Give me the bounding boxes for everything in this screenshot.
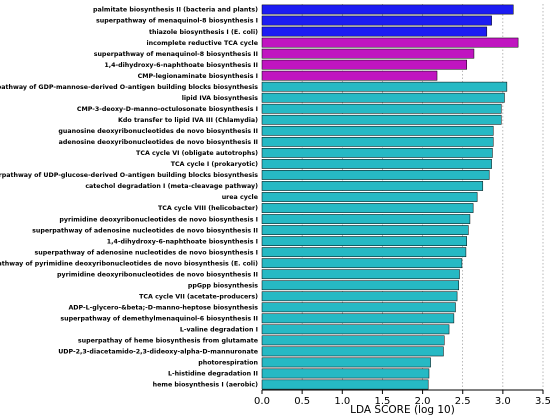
bar-category-label: adenosine deoxyribonucleotides de novo b…: [59, 139, 258, 146]
bar: [261, 103, 502, 114]
x-tick-label: 1.0: [334, 396, 350, 407]
x-tick-layer: 0.0 0.5 1.0 1.5 2.0 2.5 3.0 3.5: [254, 390, 550, 407]
bar: [261, 291, 458, 302]
bar: [261, 48, 475, 59]
bar-category-label: TCA cycle VI (obligate autotrophs): [136, 150, 258, 157]
bar: [261, 269, 460, 280]
bar: [261, 125, 494, 136]
bar: [261, 170, 490, 180]
bar-category-label: L-valine degradation I: [180, 327, 258, 334]
bar-category-label: photorespiration: [198, 360, 258, 367]
bar-category-label: urea cycle: [222, 194, 258, 201]
bar-category-label: superpathway of adenosine nucleotides de…: [34, 249, 258, 256]
bar: [261, 203, 474, 213]
bar-category-label: CMP-legionaminate biosynthesis I: [138, 73, 258, 80]
bar: [261, 148, 493, 158]
bar-category-label: UDP-2,3-diacetamido-2,3-dideoxy-alpha-D-…: [58, 349, 258, 356]
bar: [261, 159, 492, 169]
bar-category-label: pyrimidine deoxyribonucleotides de novo …: [59, 216, 258, 223]
bar-category-label: TCA cycle I (prokaryotic): [171, 161, 258, 168]
bar-category-label: heme biosynthesis I (aerobic): [153, 382, 258, 389]
bar-category-label: superpathway of UDP-glucose-derived O-an…: [0, 172, 258, 179]
bar-category-label: guanosine deoxyribonucleotides de novo b…: [58, 128, 258, 135]
bar-category-label: L-histidine degradation II: [168, 371, 258, 378]
bar-category-label: superpathway of demethylmenaquinol-6 bio…: [60, 316, 258, 323]
bar: [261, 26, 488, 37]
bar: [261, 4, 514, 15]
bar-category-label: Kdo transfer to lipid IVA III (Chlamydia…: [118, 117, 258, 124]
bar-category-label: thiazole biosynthesis I (E. coli): [149, 29, 258, 36]
x-tick-label: 0.5: [294, 396, 310, 407]
bar: [261, 236, 467, 246]
bar-category-label: palmitate biosynthesis II (bacteria and …: [93, 7, 258, 14]
bar: [261, 324, 450, 335]
bar-category-label: lipid IVA biosynthesis: [182, 95, 259, 102]
bar: [261, 214, 471, 224]
bar-category-label: TCA cycle VII (acetate-producers): [139, 293, 258, 300]
bar: [261, 92, 505, 103]
x-tick-label: 1.5: [374, 396, 390, 407]
x-tick-label: 3.0: [495, 396, 511, 407]
bar: [261, 136, 494, 147]
bar-category-label: superpathway of menaquinol-8 biosynthesi…: [94, 51, 258, 58]
bar: [261, 181, 484, 191]
bar-category-label: catechol degradation I (meta-cleavage pa…: [85, 183, 258, 190]
label-layer: palmitate biosynthesis II (bacteria and …: [0, 7, 258, 389]
bar-category-label: superpathway of GDP-mannose-derived O-an…: [0, 84, 258, 91]
bar-category-label: superpathway of menaquinol-8 biosynthesi…: [96, 18, 258, 25]
bar: [261, 280, 459, 291]
bar-category-label: superpathway of adenosine nucleotides de…: [32, 227, 258, 234]
bar: [261, 313, 455, 324]
bar: [261, 114, 502, 125]
bar-category-label: CMP-3-deoxy-D-manno-octulosonate biosynt…: [77, 106, 258, 113]
bar: [261, 335, 445, 346]
bar: [261, 15, 492, 26]
x-tick-label: 2.0: [415, 396, 431, 407]
bar-category-label: pyrimidine deoxyribonucleotides de novo …: [57, 271, 258, 278]
bar: [261, 37, 519, 48]
x-tick-label: 3.5: [535, 396, 550, 407]
bar: [261, 59, 467, 70]
x-tick-label: 2.5: [455, 396, 471, 407]
bar-category-label: superpathay of heme biosynthesis from gl…: [78, 338, 258, 345]
bar: [261, 192, 478, 202]
bar: [261, 346, 444, 357]
bar: [261, 357, 431, 368]
bar: [261, 379, 429, 390]
bar: [261, 258, 463, 269]
bar: [261, 225, 469, 235]
bar-category-label: 1,4-dihydroxy-6-naphthoate biosynthesis …: [107, 238, 258, 245]
bar-category-label: ADP-L-glycero-&beta;-D-manno-heptose bio…: [68, 304, 258, 311]
bar: [261, 81, 508, 92]
bar: [261, 368, 430, 379]
bar-category-label: ppGpp biosynthesis: [188, 282, 258, 289]
bar-category-label: superpathway of pyrimidine deoxyribonucl…: [0, 260, 258, 267]
bar-category-label: 1,4-dihydroxy-6-naphthoate biosynthesis …: [104, 62, 258, 69]
x-tick-label: 0.0: [254, 396, 270, 407]
bar-layer: [261, 4, 519, 390]
bar-category-label: TCA cycle VIII (helicobacter): [158, 205, 258, 212]
x-axis-title: LDA SCORE (log 10): [350, 404, 455, 416]
bar: [261, 302, 456, 313]
bar-category-label: incomplete reductive TCA cycle: [147, 40, 259, 47]
bar: [261, 247, 467, 258]
bar: [261, 70, 438, 81]
